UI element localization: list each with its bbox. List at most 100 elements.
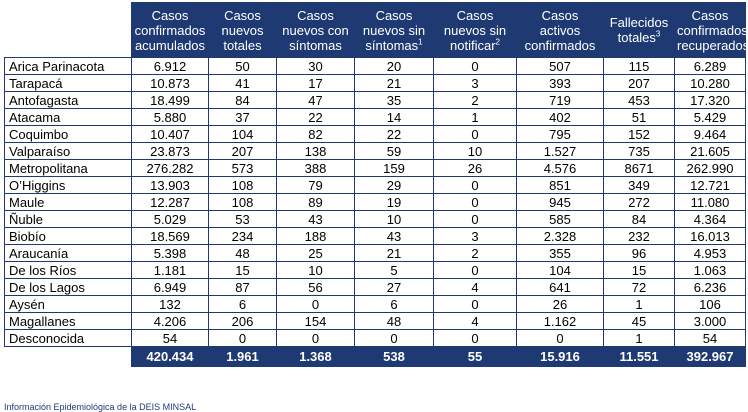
column-header-line: totales: [223, 37, 262, 53]
value-cell: 5: [354, 261, 434, 279]
footnote-marker: 2: [495, 37, 500, 47]
table-row: Araucanía 5.398 48 25 21 2 355 96 4.953: [4, 244, 746, 262]
value-cell: 12.287: [131, 193, 209, 211]
value-cell: 72: [603, 278, 675, 296]
column-header: Casos nuevos sin síntomas1: [354, 2, 434, 58]
value-cell: 59: [354, 142, 434, 160]
value-cell: 54: [131, 329, 209, 347]
value-cell: 207: [603, 74, 675, 92]
header-row: Casos confirmados acumulados Casos nuevos tot…: [4, 2, 748, 58]
column-header-line: Casos: [456, 7, 494, 23]
total-cell: 55: [433, 346, 517, 367]
value-cell: 2: [433, 244, 517, 262]
value-cell: 21.605: [674, 142, 746, 160]
value-cell: 138: [276, 142, 355, 160]
table-row: Aysén 132 6 0 6 0 26 1 106: [4, 295, 746, 313]
value-cell: 507: [516, 57, 604, 75]
table-row: Arica Parinacota 6.912 50 30 20 0 507 115 6.289: [4, 57, 746, 75]
value-cell: 22: [354, 125, 434, 143]
value-cell: 10.280: [674, 74, 746, 92]
value-cell: 0: [208, 329, 277, 347]
value-cell: 48: [208, 244, 277, 262]
value-cell: 22: [276, 108, 355, 126]
value-cell: 17.320: [674, 91, 746, 109]
value-cell: 6.289: [674, 57, 746, 75]
value-cell: 0: [276, 329, 355, 347]
value-cell: 8671: [603, 159, 675, 177]
value-cell: 20: [354, 57, 434, 75]
value-cell: 18.569: [131, 227, 209, 245]
value-cell: 4.206: [131, 312, 209, 330]
value-cell: 0: [433, 176, 517, 194]
value-cell: 5.398: [131, 244, 209, 262]
value-cell: 21: [354, 244, 434, 262]
column-header-line: nuevos sin: [362, 22, 426, 38]
value-cell: 11.080: [674, 193, 746, 211]
value-cell: 47: [276, 91, 355, 109]
value-cell: 43: [276, 210, 355, 228]
value-cell: 35: [354, 91, 434, 109]
region-name-cell: Antofagasta: [4, 91, 132, 109]
source-footnote: Información Epidemiológica de la DEIS MI…: [4, 402, 197, 412]
value-cell: 188: [276, 227, 355, 245]
value-cell: 735: [603, 142, 675, 160]
value-cell: 19: [354, 193, 434, 211]
value-cell: 26: [433, 159, 517, 177]
column-header-line: notificar: [450, 37, 496, 53]
total-cell: 392.967: [674, 346, 746, 367]
region-name-cell: Maule: [4, 193, 132, 211]
value-cell: 13.903: [131, 176, 209, 194]
table-row: Biobío 18.569 234 188 43 3 2.328 232 16.013: [4, 227, 746, 245]
value-cell: 23.873: [131, 142, 209, 160]
column-header: Fallecidos totales3: [603, 2, 675, 58]
value-cell: 945: [516, 193, 604, 211]
total-cell: 1.368: [276, 346, 355, 367]
value-cell: 18.499: [131, 91, 209, 109]
value-cell: 51: [603, 108, 675, 126]
value-cell: 1: [433, 108, 517, 126]
region-name-cell: Arica Parinacota: [4, 57, 132, 75]
value-cell: 349: [603, 176, 675, 194]
column-header-line: recuperados: [677, 37, 748, 53]
value-cell: 152: [603, 125, 675, 143]
value-cell: 6.949: [131, 278, 209, 296]
value-cell: 6.912: [131, 57, 209, 75]
value-cell: 5.429: [674, 108, 746, 126]
region-name-cell: De los Ríos: [4, 261, 132, 279]
value-cell: 96: [603, 244, 675, 262]
column-header-line: Casos: [375, 7, 413, 23]
value-cell: 10: [354, 210, 434, 228]
column-header-line: acumulados: [134, 37, 206, 53]
region-name-cell: Magallanes: [4, 312, 132, 330]
value-cell: 53: [208, 210, 277, 228]
value-cell: 104: [208, 125, 277, 143]
column-header-line: activos: [539, 22, 581, 38]
value-cell: 43: [354, 227, 434, 245]
value-cell: 276.282: [131, 159, 209, 177]
value-cell: 3.000: [674, 312, 746, 330]
table-row: Metropolitana 276.282 573 388 159 26 4.576 8671…: [4, 159, 746, 177]
value-cell: 5.029: [131, 210, 209, 228]
value-cell: 393: [516, 74, 604, 92]
column-header-line: nuevos con: [282, 22, 349, 38]
column-header-line: confirmados: [677, 22, 748, 38]
value-cell: 10: [276, 261, 355, 279]
total-cell: 1.961: [208, 346, 277, 367]
value-cell: 641: [516, 278, 604, 296]
value-cell: 10: [433, 142, 517, 160]
column-header: Casos confirmados acumulados: [131, 2, 209, 58]
footnote-marker: 3: [655, 29, 661, 39]
value-cell: 132: [131, 295, 209, 313]
totals-corner: [4, 346, 132, 367]
column-header-line: Fallecidos: [609, 15, 669, 30]
column-header-line: síntomas: [365, 37, 419, 53]
region-name-cell: Valparaíso: [4, 142, 132, 160]
value-cell: 272: [603, 193, 675, 211]
value-cell: 795: [516, 125, 604, 143]
column-header: Casos nuevos totales: [208, 2, 277, 58]
value-cell: 207: [208, 142, 277, 160]
region-name-cell: Aysén: [4, 295, 132, 313]
value-cell: 2.328: [516, 227, 604, 245]
value-cell: 0: [433, 261, 517, 279]
totals-row: 420.434 1.961 1.368 538 55 15.916 11.551 392.96…: [4, 346, 746, 367]
